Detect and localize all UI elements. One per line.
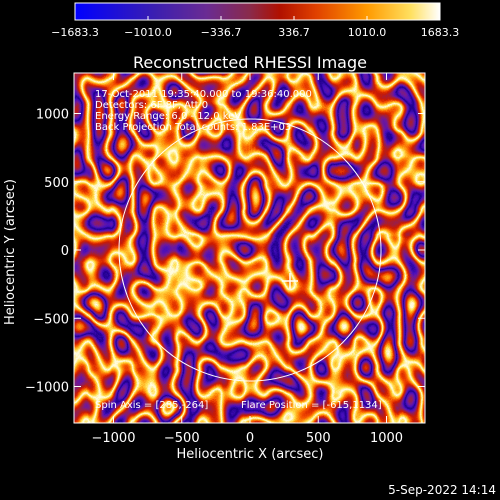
y-tick-label: −1000	[25, 381, 69, 396]
flare-position-text: Flare Position = [-615,1134]	[241, 400, 382, 411]
y-tick-label: 1000	[36, 108, 69, 123]
y-tick-label: 500	[44, 176, 69, 191]
colorbar-ticks: −1683.3 −1010.0 −336.7 336.7 1010.0 1683.3	[51, 16, 459, 39]
info-time-range: 17-Oct-2011 19:35:40.000 to 19:36:40.000	[95, 89, 312, 100]
x-tick-label: 500	[306, 431, 331, 446]
image-area	[74, 73, 425, 423]
info-method-counts: Back Projection Total counts: 1.83E+03	[95, 122, 291, 133]
x-axis: −1000 −500 0 500 1000	[92, 73, 403, 446]
x-axis-label: Heliocentric X (arcsec)	[177, 447, 324, 462]
x-tick-label: 1000	[370, 431, 403, 446]
plot-title: Reconstructed RHESSI Image	[133, 53, 367, 72]
info-detectors: Detectors: 6F 8F, Att 0	[95, 100, 208, 111]
colorbar-tick-label: −336.7	[201, 26, 242, 39]
colorbar-tick-label: 1010.0	[348, 26, 387, 39]
y-axis-label: Heliocentric Y (arcsec)	[3, 179, 18, 325]
colorbar-tick-label: 336.7	[278, 26, 310, 39]
y-tick-label: 0	[61, 244, 69, 259]
colorbar-tick-label: −1010.0	[124, 26, 172, 39]
x-tick-label: −500	[164, 431, 200, 446]
x-tick-label: 0	[246, 431, 254, 446]
info-energy-range: Energy Range: 6.0 - 12.0 keV	[95, 111, 241, 122]
colorbar-tick-label: −1683.3	[51, 26, 99, 39]
flare-marker-icon	[282, 273, 298, 289]
solar-limb-circle	[118, 118, 382, 382]
colorbar-tick-label: 1683.3	[421, 26, 460, 39]
colorbar	[74, 2, 441, 21]
fringe-image	[74, 73, 425, 423]
x-tick-label: −1000	[92, 431, 136, 446]
footer-timestamp: 5-Sep-2022 14:14	[388, 483, 496, 497]
spin-axis-text: Spin Axis = [285,-264]	[95, 400, 208, 411]
info-block: 17-Oct-2011 19:35:40.000 to 19:36:40.000…	[95, 89, 312, 133]
y-axis: 1000 500 0 −500 −1000	[25, 108, 425, 396]
y-tick-label: −500	[33, 312, 69, 327]
